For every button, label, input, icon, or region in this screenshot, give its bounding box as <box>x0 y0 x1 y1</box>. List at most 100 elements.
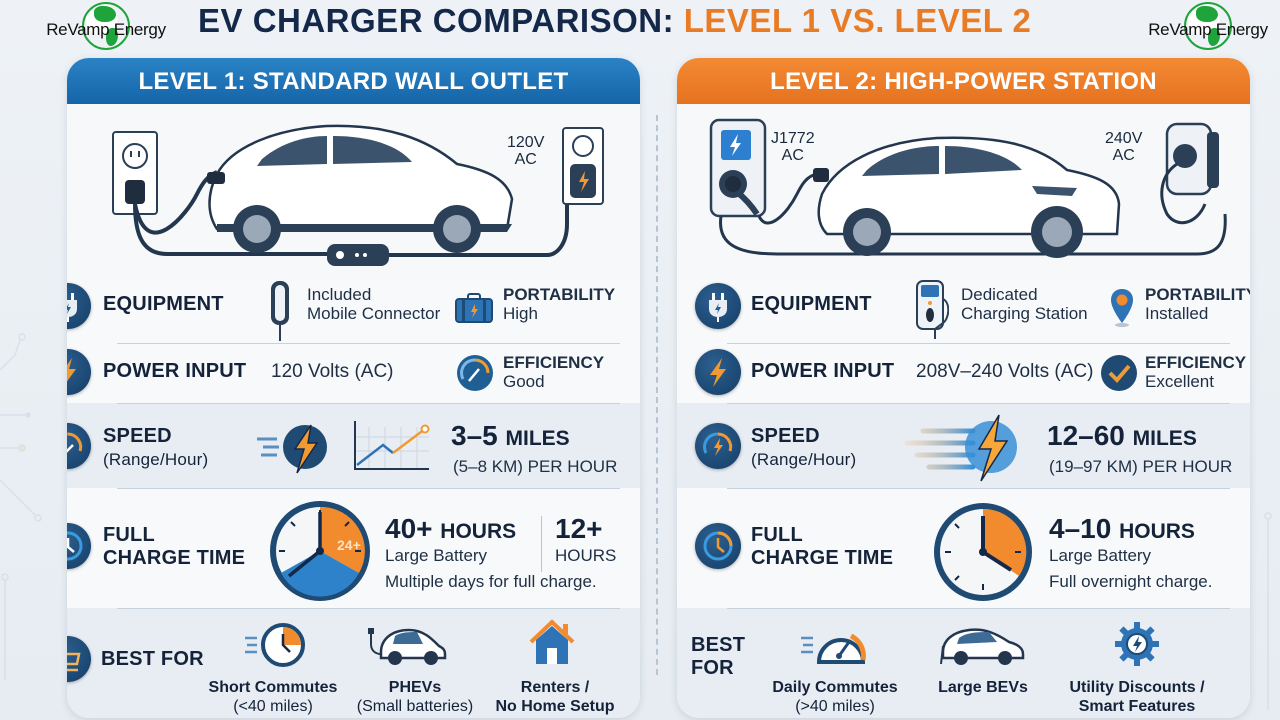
charge-time-unit: HOURS <box>1119 520 1195 543</box>
charge-label-line2: CHARGE TIME <box>751 547 894 569</box>
equipment-value-line2: Mobile Connector <box>307 304 441 323</box>
charging-station-icon <box>916 280 949 339</box>
charge-time-value: 4–10 HOURS <box>1049 514 1195 547</box>
equipment-row: EQUIPMENT Dedicated Charging Station POR… <box>677 279 1250 339</box>
charge-time-row: FULL CHARGE TIME 24+ 40+ HOURS Large Bat… <box>67 488 640 608</box>
voltage-label: 240V AC <box>1105 130 1142 164</box>
plug-car-icon <box>368 628 447 665</box>
row-separator <box>727 403 1230 404</box>
equipment-row: EQUIPMENT Included Mobile Connector PORT… <box>67 279 640 341</box>
speed-title: SPEED <box>751 425 820 447</box>
best-for-item: Renters / No Home Setup <box>485 678 625 716</box>
clock-24plus-icon: 24+ <box>270 501 370 601</box>
row-separator <box>117 488 620 489</box>
level2-panel: LEVEL 2: HIGH-POWER STATION J1772 AC <box>677 58 1250 718</box>
portability-info: PORTABILITY Installed <box>1145 285 1250 323</box>
gear-bolt-icon <box>1115 622 1159 666</box>
circuit-decoration <box>0 333 42 680</box>
portability-value: Installed <box>1145 304 1209 323</box>
power-input-label: POWER INPUT <box>751 360 895 382</box>
lightning-icon <box>695 349 741 395</box>
row-separator <box>727 608 1230 609</box>
charge-time-value: 40+ HOURS <box>385 514 516 547</box>
charge-time-alt-value: 12+ <box>555 513 603 544</box>
speed-number: 3–5 <box>451 420 498 451</box>
portability-title: PORTABILITY <box>503 285 616 304</box>
speed-detail: (5–8 KM) PER HOUR <box>453 457 618 476</box>
checkmark-icon <box>1101 355 1137 391</box>
efficiency-value: Excellent <box>1145 372 1214 391</box>
circuit-decoration-right <box>1264 512 1272 710</box>
best-for-row: BEST FOR Daily Commutes (>40 miles) Larg… <box>677 608 1250 718</box>
speed-title: SPEED <box>103 425 172 447</box>
connector-current: AC <box>781 147 804 164</box>
equipment-value-line1: Dedicated <box>961 285 1038 304</box>
charge-footnote: Multiple days for full charge. <box>385 572 597 591</box>
row-separator <box>727 488 1230 489</box>
growth-chart-icon <box>354 421 430 470</box>
charge-label-line1: FULL <box>751 524 803 546</box>
level1-hero-illustration: 120V AC <box>67 104 640 279</box>
best-for-item: Short Commutes (<40 miles) <box>203 678 343 716</box>
charge-time-note: Large Battery <box>385 546 488 565</box>
speed-label: SPEED (Range/Hour) <box>751 425 856 471</box>
globe-icon <box>82 2 130 50</box>
car-icon <box>940 628 1025 665</box>
fast-lightning-icon <box>257 424 327 474</box>
clock-icon-large <box>934 503 1032 601</box>
level1-heading: LEVEL 1: STANDARD WALL OUTLET <box>67 58 640 104</box>
best-for-item: Daily Commutes (>40 miles) <box>765 678 905 716</box>
power-input-label: POWER INPUT <box>103 360 247 382</box>
speed-sublabel: (Range/Hour) <box>751 450 857 469</box>
best-for-item-sub: (<40 miles) <box>233 698 313 715</box>
charge-time-alt-unit: HOURS <box>555 546 617 565</box>
current-type: AC <box>514 151 537 168</box>
logo-left: ReVamp Energy <box>36 2 176 50</box>
lightning-icon <box>67 349 91 395</box>
portability-info: PORTABILITY High <box>503 285 615 323</box>
speed-unit: MILES <box>505 427 570 450</box>
efficiency-title: EFFICIENCY <box>503 353 605 372</box>
header: ReVamp Energy EV CHARGER COMPARISON: LEV… <box>0 0 1280 50</box>
charge-footnote: Full overnight charge. <box>1049 572 1213 591</box>
clock-icon <box>695 523 741 569</box>
logo-text: ReVamp Energy <box>1148 20 1268 39</box>
fast-lightning-icon <box>904 414 1017 482</box>
equipment-label: EQUIPMENT <box>751 293 872 315</box>
power-input-value: 120 Volts (AC) <box>271 361 394 382</box>
equipment-value: Dedicated Charging Station <box>961 285 1088 323</box>
best-for-item-sub: (>40 miles) <box>795 698 875 715</box>
equipment-value: Included Mobile Connector <box>307 285 440 323</box>
level1-panel: LEVEL 1: STANDARD WALL OUTLET 120V <box>67 58 640 718</box>
speed-detail: (19–97 KM) PER HOUR <box>1049 457 1233 476</box>
voltage-value: 120V <box>507 134 545 151</box>
title-highlight: LEVEL 1 VS. LEVEL 2 <box>683 2 1032 39</box>
level2-heading: LEVEL 2: HIGH-POWER STATION <box>677 58 1250 104</box>
title-main: EV CHARGER COMPARISON: <box>198 2 675 39</box>
row-separator <box>117 343 620 344</box>
speedometer-icon <box>67 423 91 469</box>
speed-row: SPEED (Range/Hour) 12–60 MILES (19–97 KM… <box>677 403 1250 488</box>
best-for-item-title: Large BEVs <box>938 679 1028 696</box>
page-title: EV CHARGER COMPARISON: LEVEL 1 VS. LEVEL… <box>198 2 1031 40</box>
row-separator <box>117 608 620 609</box>
row-separator <box>117 403 620 404</box>
charge-label-line2: CHARGE TIME <box>103 547 246 569</box>
charge-time-note: Large Battery <box>1049 546 1152 565</box>
best-for-item-title: Short Commutes <box>208 679 338 696</box>
best-for-row: BEST FOR Short Commutes (<40 miles) PHEV… <box>67 608 640 718</box>
speedometer-icon <box>801 633 866 664</box>
speedometer-icon <box>695 423 741 469</box>
speed-label: SPEED (Range/Hour) <box>103 425 208 471</box>
car-charging-outlet-illustration <box>112 124 604 266</box>
best-for-item-sub: Smart Features <box>1078 698 1196 715</box>
best-for-item: Large BEVs <box>913 678 1053 697</box>
logo-text: ReVamp Energy <box>46 20 166 39</box>
cart-icon <box>67 636 91 682</box>
power-input-row: POWER INPUT 208V–240 Volts (AC) EFFICIEN… <box>677 343 1250 403</box>
charge-time-unit: HOURS <box>440 520 517 543</box>
globe-icon <box>1184 2 1232 50</box>
power-input-value: 208V–240 Volts (AC) <box>916 361 1094 382</box>
connector-label: J1772 AC <box>771 130 815 164</box>
clock-icon <box>67 523 91 569</box>
